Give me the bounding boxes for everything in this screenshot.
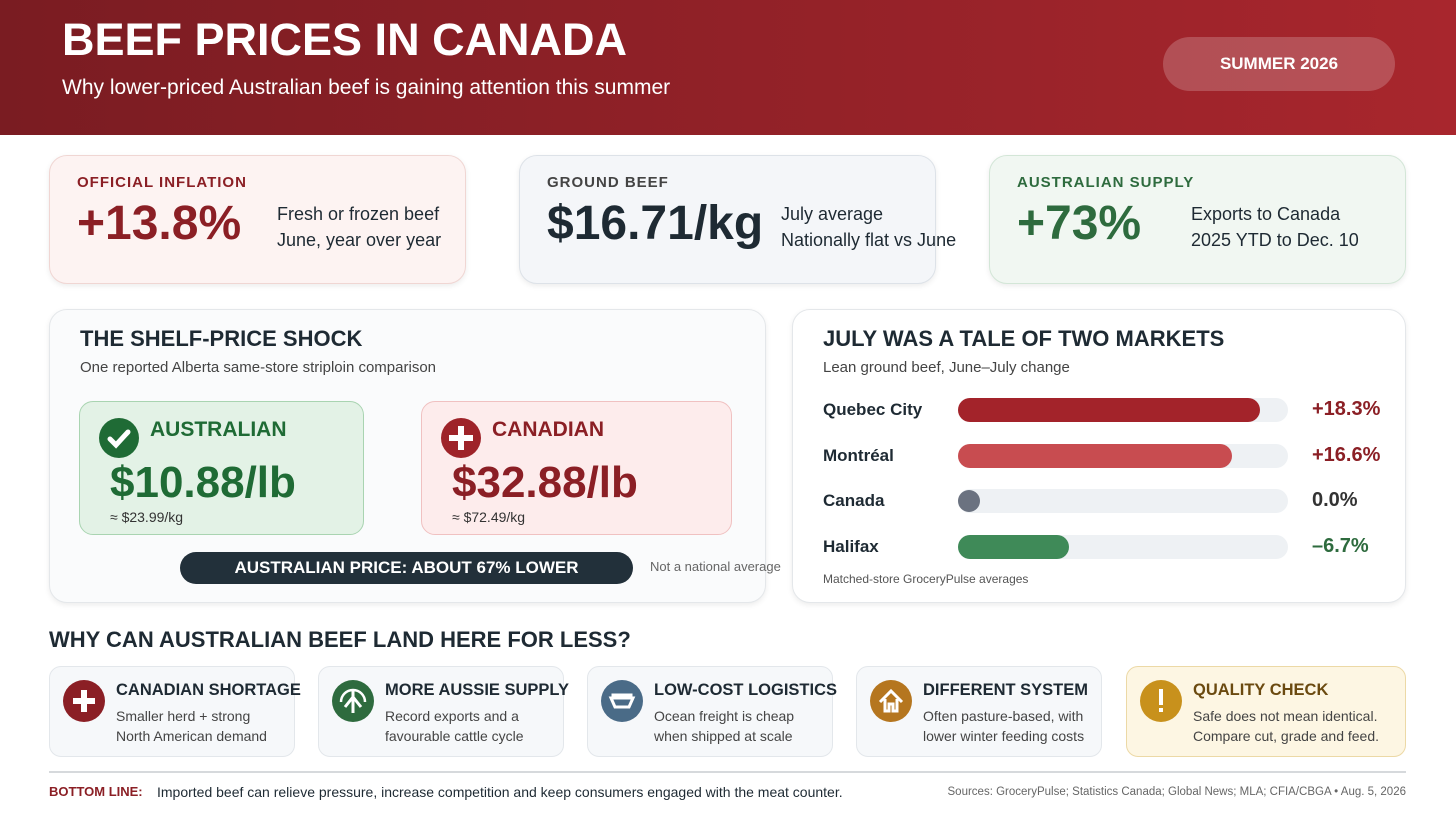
reason-line: Ocean freight is cheap [654,708,795,724]
reason-line: Often pasture-based, with [923,708,1084,724]
shock-title: THE SHELF-PRICE SHOCK [80,326,363,351]
kpi-note: July average [781,204,884,224]
kpi-card [49,155,466,284]
value-label: –6.7% [1312,535,1369,558]
price-value: $10.88/lb [110,458,296,507]
kpi-note: June, year over year [277,230,442,250]
badge: SUMMER 2026 [1163,37,1395,91]
kpi-note: Nationally flat vs June [781,230,957,250]
footer-rule [49,771,1406,773]
title: BEEF PRICES IN CANADA [62,14,628,65]
chart-subtitle: Lean ground beef, June–July change [823,359,1070,376]
kpi-note: 2025 YTD to Dec. 10 [1191,230,1359,250]
reason-title: MORE AUSSIE SUPPLY [385,681,569,699]
value-label: +16.6% [1312,443,1381,466]
footer-label: BOTTOM LINE: [49,784,143,799]
kpi-card [989,155,1406,284]
kpi-label: GROUND BEEF [547,174,669,191]
kpi-value: $16.71/kg [547,197,764,250]
price-approx: ≈ $72.49/kg [452,509,526,525]
reason-title: LOW-COST LOGISTICS [654,681,837,699]
reason-line: Smaller herd + strong [116,708,251,724]
reason-icon [601,680,643,722]
bar [958,443,1232,468]
reason-line: when shipped at scale [654,728,793,744]
kpi-label: OFFICIAL INFLATION [77,174,247,191]
chart-footnote: Matched-store GroceryPulse averages [823,572,1029,586]
price-icon [441,418,481,458]
category-label: Canada [823,491,885,511]
header [0,0,1456,135]
value-label: 0.0% [1312,489,1358,512]
banner-note: Not a national average [650,559,781,574]
reason-icon [63,680,105,722]
kpi-label: AUSTRALIAN SUPPLY [1017,174,1195,191]
kpi-card [519,155,936,284]
price-name: AUSTRALIAN [150,418,287,441]
reason-line: lower winter feeding costs [923,728,1085,744]
bar-track [958,489,1288,514]
sources: Sources: GroceryPulse; Statistics Canada… [947,786,1406,798]
bar [958,490,980,513]
kpi-note: Fresh or frozen beef [277,204,440,224]
price-approx: ≈ $23.99/kg [110,509,184,525]
reason-icon [332,680,374,722]
price-value: $32.88/lb [452,458,638,507]
reason-line: Safe does not mean identical. [1193,708,1378,724]
reason-line: favourable cattle cycle [385,728,524,744]
category-label: Montréal [823,445,894,465]
banner: AUSTRALIAN PRICE: ABOUT 67% LOWER [180,552,633,584]
bar [958,398,1260,422]
reason-icon [870,680,912,722]
subtitle: Why lower-priced Australian beef is gain… [62,76,671,99]
value-label: +18.3% [1312,398,1381,420]
kpi-value: +13.8% [77,197,242,250]
kpi-value: +73% [1017,197,1142,250]
reason-title: CANADIAN SHORTAGE [116,681,301,699]
bar [958,535,1069,560]
reason-line: Compare cut, grade and feed. [1193,728,1380,744]
price-name: CANADIAN [492,418,604,441]
footer-text: Imported beef can relieve pressure, incr… [157,784,843,800]
reason-title: DIFFERENT SYSTEM [923,681,1089,699]
reason-line: North American demand [116,728,267,744]
category-label: Halifax [823,537,879,557]
price-icon [99,418,139,458]
shock-subtitle: One reported Alberta same-store striploi… [80,359,437,376]
reason-icon [1140,680,1182,722]
category-label: Quebec City [823,400,923,419]
reason-line: Record exports and a [385,708,519,724]
kpi-note: Exports to Canada [1191,204,1341,224]
chart-title: JULY WAS A TALE OF TWO MARKETS [823,326,1225,351]
why-title: WHY CAN AUSTRALIAN BEEF LAND HERE FOR LE… [49,627,631,652]
reason-title: QUALITY CHECK [1193,681,1329,699]
